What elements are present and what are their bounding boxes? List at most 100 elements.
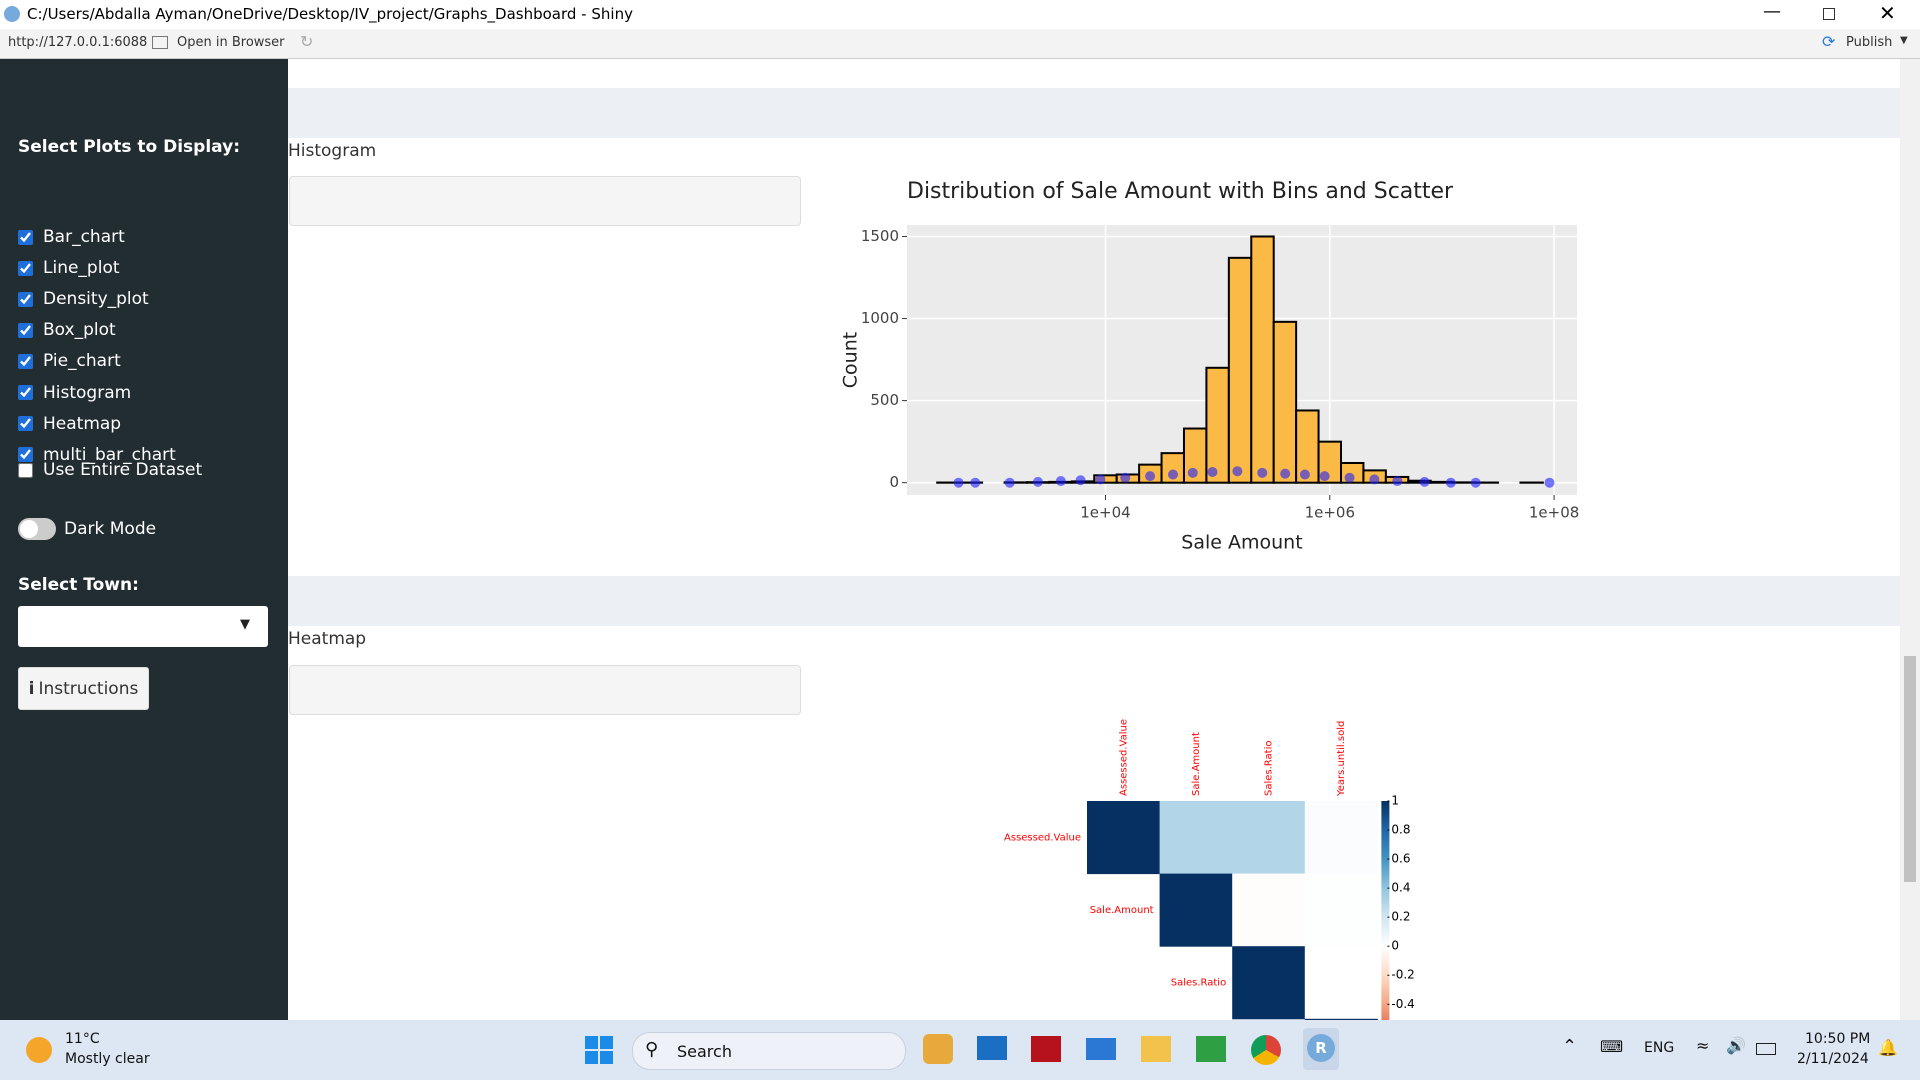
plot-checkbox[interactable] [18, 416, 33, 432]
heatmap-cell [1304, 801, 1378, 875]
weather-text: Mostly clear [65, 1051, 150, 1067]
heatmap-chart: Assessed.Value Assessed.Value Sale.Amount S… [1004, 719, 1415, 1020]
clock-date[interactable]: 2/11/2024 [1797, 1051, 1869, 1067]
y-tick-label: 500 [870, 391, 899, 409]
column-label: Sale.Amount [1191, 732, 1202, 796]
app-icon[interactable] [1196, 1036, 1226, 1062]
publish-icon: ⟳ [1822, 32, 1836, 51]
row-label: Sale.Amount [1090, 905, 1154, 916]
plot-option[interactable]: multi_bar_chart [18, 445, 176, 465]
plot-option[interactable]: Line_plot [18, 258, 120, 278]
section-title: Histogram [288, 141, 377, 161]
town-select[interactable]: ▼ [18, 606, 268, 647]
colorbar-label: 0.4 [1391, 881, 1410, 895]
volume-icon[interactable]: 🔊 [1726, 1036, 1746, 1055]
colorbar-label: 0.6 [1391, 852, 1410, 866]
input-box[interactable] [289, 176, 801, 226]
scatter-point [970, 477, 981, 488]
plot-label: multi_bar_chart [43, 444, 176, 465]
plot-option[interactable]: Histogram [18, 383, 131, 403]
language[interactable]: ENG [1644, 1040, 1675, 1056]
publish-button[interactable]: Publish [1846, 35, 1893, 50]
search-box[interactable]: ⚲ Search [632, 1032, 906, 1070]
colorbar [1381, 801, 1390, 1020]
active-app[interactable]: R [1303, 1028, 1339, 1070]
wifi-icon[interactable]: ≈ [1696, 1036, 1710, 1055]
scatter-point [1120, 472, 1131, 483]
dark-mode-option[interactable]: Dark Mode [18, 518, 156, 540]
taskbar: 11°C Mostly clear ⚲ Search R ⌃ ⌨ ENG ≈ 🔊… [0, 1020, 1920, 1080]
rstudio-icon: R [1307, 1034, 1335, 1062]
close-button[interactable]: ✕ [1879, 1, 1896, 25]
plot-checkbox[interactable] [18, 291, 33, 307]
plot-label: Box_plot [43, 320, 116, 341]
heatmap-cell [1232, 946, 1306, 1020]
keyboard-icon[interactable]: ⌨ [1600, 1037, 1624, 1056]
app-icon[interactable] [1031, 1036, 1061, 1062]
plot-option[interactable]: Heatmap [18, 414, 121, 434]
plot-checkbox[interactable] [18, 260, 33, 276]
explorer-icon[interactable] [1141, 1036, 1171, 1062]
entire-dataset-option[interactable]: Use Entire Dataset [18, 460, 202, 480]
section-band [288, 88, 1900, 138]
scroll-thumb[interactable] [1904, 656, 1916, 882]
heatmap-cell [1232, 873, 1306, 947]
plot-option[interactable]: Bar_chart [18, 227, 125, 247]
scatter-point [1319, 471, 1330, 482]
tray-chevron[interactable]: ⌃ [1562, 1036, 1578, 1057]
minimize-button[interactable]: — [1763, 1, 1781, 22]
dark-mode-toggle[interactable] [18, 518, 56, 540]
start-button[interactable] [585, 1036, 613, 1064]
plot-option[interactable]: Box_plot [18, 320, 116, 340]
search-icon: ⚲ [645, 1039, 659, 1060]
battery-icon[interactable] [1756, 1043, 1776, 1055]
toggle-knob [20, 520, 38, 538]
plot-checkbox[interactable] [18, 229, 33, 245]
plot-option[interactable]: Density_plot [18, 289, 149, 309]
x-tick-label: 1e+06 [1305, 504, 1355, 522]
plot-checkbox[interactable] [18, 385, 33, 400]
scatter-point [1055, 476, 1066, 487]
app-icon[interactable] [977, 1036, 1007, 1060]
column-label: Assessed.Value [1118, 719, 1129, 796]
x-tick-label: 1e+04 [1080, 504, 1130, 522]
publish-dropdown[interactable]: ▼ [1900, 35, 1908, 46]
scatter-point [1344, 472, 1355, 483]
row-label: Sales.Ratio [1171, 978, 1226, 989]
refresh-button[interactable]: ↻ [300, 32, 314, 51]
colorbar-label: 0.8 [1391, 823, 1410, 837]
main-content: Histogram Heatmap Distribution of Sale A… [288, 59, 1900, 1020]
scatter-point [1004, 477, 1015, 488]
open-in-browser[interactable]: Open in Browser [177, 35, 285, 50]
scatter-point [1167, 469, 1178, 480]
section-title: Heatmap [288, 629, 367, 649]
section-band [288, 576, 1900, 626]
scatter-point [1392, 476, 1403, 487]
town-heading: Select Town: [18, 575, 139, 595]
input-box[interactable] [289, 665, 801, 715]
instructions-button[interactable]: i Instructions [18, 667, 149, 710]
plot-option[interactable]: Pie_chart [18, 351, 121, 371]
entire-dataset-label: Use Entire Dataset [43, 460, 203, 480]
scrollbar[interactable] [1900, 59, 1920, 1020]
entire-dataset-checkbox[interactable] [18, 462, 33, 478]
scatter-point [1187, 467, 1198, 478]
sidebar: Select Plots to Display: Bar_chart Line_p… [0, 59, 288, 1020]
plot-checkbox[interactable] [18, 322, 33, 338]
plot-checkbox[interactable] [18, 447, 33, 463]
clock-time[interactable]: 10:50 PM [1805, 1031, 1871, 1047]
chart-title: Distribution of Sale Amount with Bins an… [907, 179, 1454, 204]
y-axis-label: Count [840, 332, 862, 388]
url: http://127.0.0.1:6088 [8, 35, 148, 50]
dropdown-arrow: ▼ [240, 617, 250, 632]
chrome-icon[interactable] [1251, 1035, 1281, 1065]
mail-icon[interactable] [1086, 1038, 1116, 1060]
heatmap-cell [1304, 873, 1378, 947]
plot-label: Heatmap [43, 413, 122, 434]
notification-icon[interactable]: 🔔 [1878, 1038, 1898, 1057]
plot-label: Histogram [43, 382, 132, 403]
app-icon[interactable] [923, 1034, 953, 1064]
plot-checkbox[interactable] [18, 353, 33, 369]
restore-button[interactable] [1823, 8, 1835, 20]
scatter-point [1207, 467, 1218, 478]
